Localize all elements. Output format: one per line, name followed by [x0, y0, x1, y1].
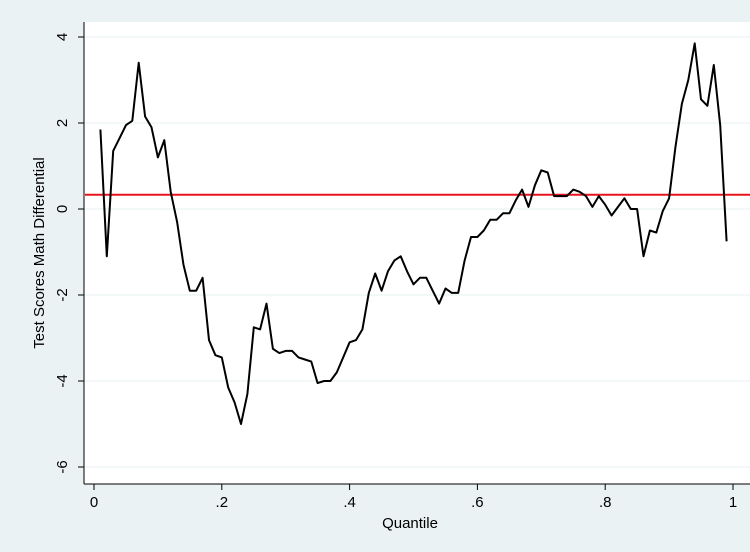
y-tick-label: 4	[54, 33, 71, 41]
y-tick-label: 0	[54, 205, 71, 213]
x-tick-label: .8	[599, 494, 612, 511]
y-tick-label: -2	[54, 288, 71, 301]
x-tick-label: .4	[343, 494, 356, 511]
plot-area	[84, 22, 750, 484]
x-tick-label: .6	[471, 494, 484, 511]
x-tick-label: 0	[90, 494, 98, 511]
x-tick-label: .2	[216, 494, 229, 511]
x-axis-title: Quantile	[382, 515, 438, 532]
series-line	[99, 42, 728, 425]
x-tick-label: 1	[729, 494, 737, 511]
y-tick-label: -4	[54, 374, 71, 387]
y-tick-label: 2	[54, 119, 71, 127]
y-tick-label: -6	[54, 460, 71, 473]
y-ticks: -6 -4 -2 0 2 4	[54, 33, 84, 474]
gridlines	[85, 36, 750, 468]
x-ticks: 0 .2 .4 .6 .8 1	[90, 484, 737, 511]
y-axis-title: Test Scores Math Differential	[31, 157, 48, 348]
